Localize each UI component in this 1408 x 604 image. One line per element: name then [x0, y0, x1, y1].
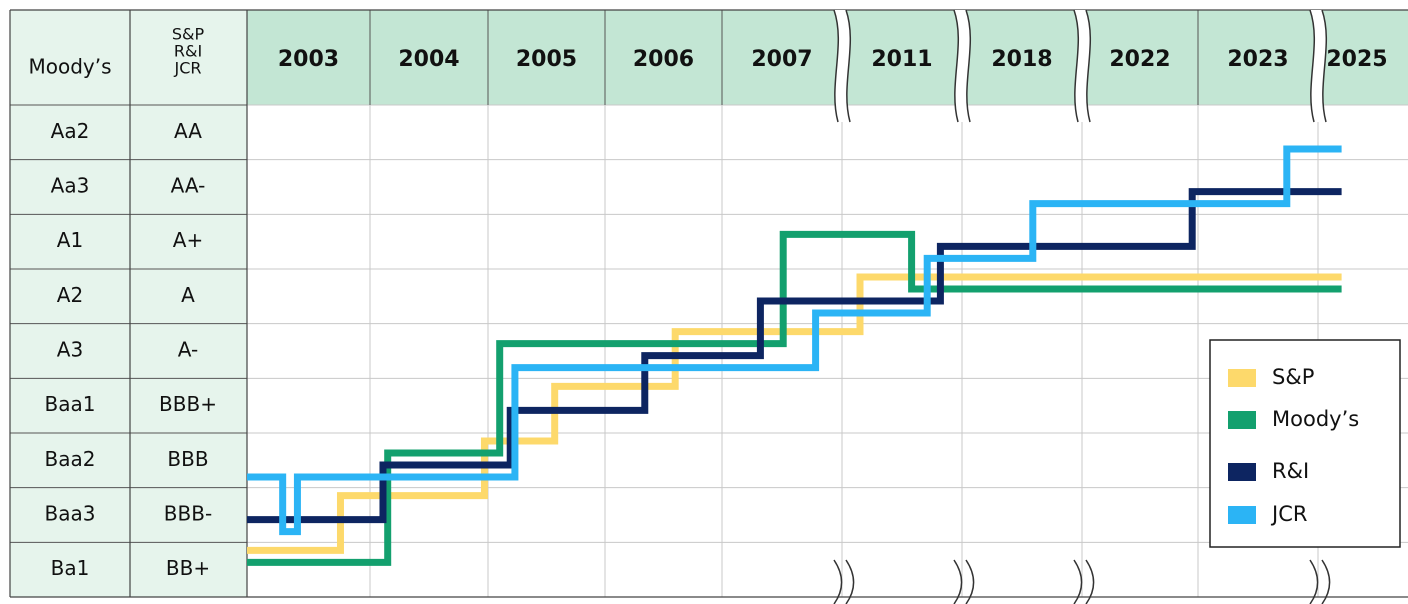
moodys-rating: Ba1	[51, 556, 90, 580]
break-mark	[833, 559, 843, 604]
break-mark	[1073, 9, 1080, 123]
rating-col-bg	[10, 105, 247, 597]
year-label: 2022	[1109, 47, 1170, 72]
sp-rating: AA	[174, 119, 202, 143]
break-mark	[1085, 9, 1092, 123]
moodys-rating: Aa3	[51, 174, 90, 198]
rating-line	[247, 230, 1342, 566]
break-mark	[845, 559, 855, 604]
header-agency: S&P	[172, 25, 205, 44]
legend-swatch	[1228, 506, 1256, 524]
year-label: 2011	[871, 47, 932, 72]
legend-swatch	[1228, 463, 1256, 481]
year-label: 2025	[1326, 47, 1387, 72]
header-left-bg	[10, 10, 247, 105]
moodys-rating: A2	[57, 283, 83, 307]
legend-swatch	[1228, 369, 1256, 387]
sp-rating: AA-	[171, 174, 206, 198]
header-moodys: Moody’s	[28, 55, 111, 79]
sp-rating: BB+	[166, 556, 210, 580]
moodys-rating: Baa1	[45, 392, 96, 416]
rating-line	[247, 145, 1342, 536]
break-mark	[1309, 559, 1319, 604]
break-mark	[965, 9, 972, 123]
legend-label: Moody’s	[1272, 407, 1359, 431]
sp-rating: BBB	[167, 447, 208, 471]
break-mark	[965, 559, 975, 604]
break-mark	[1073, 559, 1083, 604]
break-mark	[1321, 559, 1331, 604]
year-label: 2005	[516, 47, 577, 72]
sp-rating: BBB-	[164, 502, 212, 526]
legend-label: JCR	[1270, 502, 1307, 526]
year-label: 2007	[751, 47, 812, 72]
year-label: 2018	[991, 47, 1052, 72]
sp-rating: BBB+	[159, 392, 217, 416]
rating-line	[247, 273, 1342, 554]
moodys-rating: Baa3	[45, 502, 96, 526]
sp-rating: A-	[178, 338, 198, 362]
sp-rating: A	[181, 283, 195, 307]
year-label: 2003	[278, 47, 339, 72]
sp-rating: A+	[173, 228, 203, 252]
moodys-rating: A3	[57, 338, 83, 362]
break-mark	[1085, 559, 1095, 604]
legend-label: S&P	[1272, 365, 1314, 389]
legend-label: R&I	[1272, 459, 1309, 483]
moodys-rating: Aa2	[51, 119, 90, 143]
rating-line	[247, 188, 1342, 524]
moodys-rating: A1	[57, 228, 83, 252]
header-agency: R&I	[174, 42, 202, 61]
year-label: 2004	[398, 47, 459, 72]
header-agency: JCR	[173, 59, 201, 78]
year-label: 2023	[1227, 47, 1288, 72]
break-mark	[953, 559, 963, 604]
break-mark	[1309, 9, 1316, 123]
header-bg	[247, 10, 1408, 105]
break-mark	[1321, 9, 1328, 123]
break-mark	[845, 9, 852, 123]
legend-swatch	[1228, 411, 1256, 429]
moodys-rating: Baa2	[45, 447, 96, 471]
break-mark	[953, 9, 960, 123]
year-label: 2006	[633, 47, 694, 72]
break-mark	[833, 9, 840, 123]
